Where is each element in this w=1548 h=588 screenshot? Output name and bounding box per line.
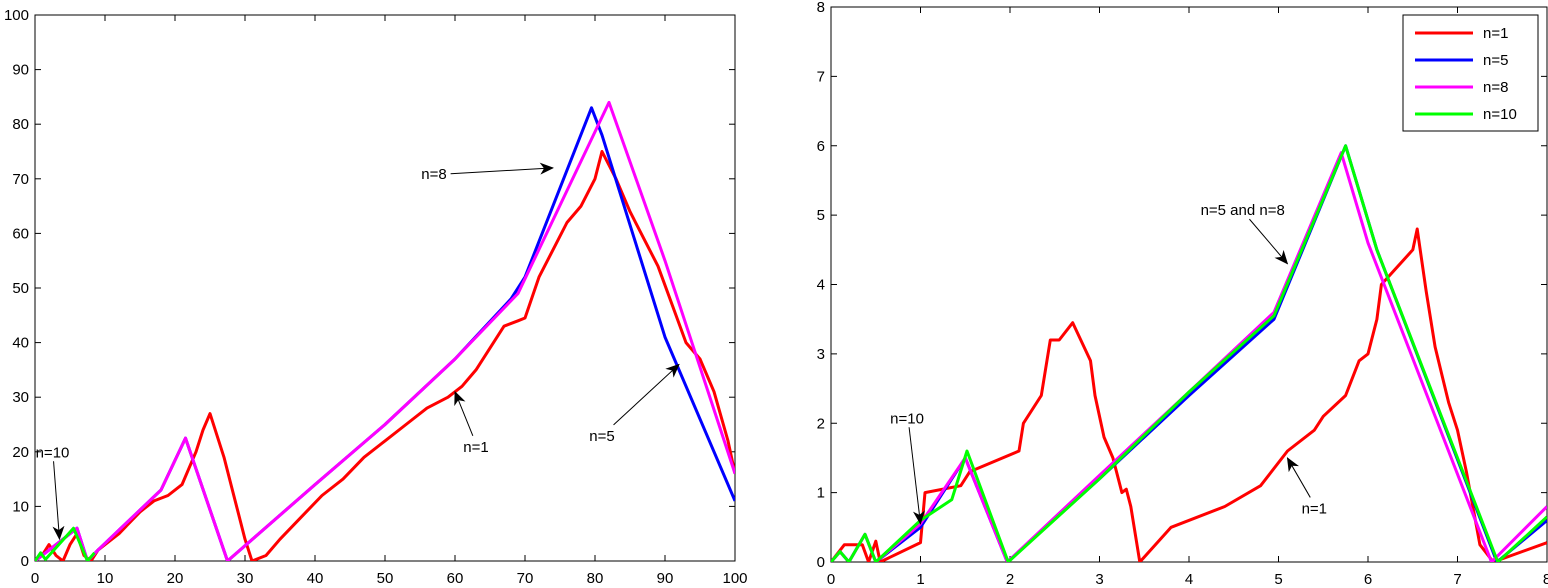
annotation-label: n=5 and n=8 xyxy=(1201,202,1285,219)
legend-item-label: n=1 xyxy=(1483,25,1508,42)
right-y-tick-label: 8 xyxy=(817,0,825,16)
left-axes-box xyxy=(34,14,736,562)
series-n-10 xyxy=(831,144,1547,562)
left-y-tick-label: 70 xyxy=(12,171,29,188)
series-n-10 xyxy=(35,526,96,561)
left-y-tick-label: 20 xyxy=(12,444,29,461)
right-y-tick-label: 4 xyxy=(817,277,825,294)
left-x-tick-label: 80 xyxy=(587,570,604,587)
right-y-tick-label: 6 xyxy=(817,138,825,155)
left-x-tick-label: 90 xyxy=(657,570,674,587)
right-y-tick-label: 1 xyxy=(817,485,825,502)
series-n-8 xyxy=(35,100,735,561)
left-y-tick-label: 90 xyxy=(12,62,29,79)
right-y-tick-label: 2 xyxy=(817,415,825,432)
left-y-tick-label: 60 xyxy=(12,225,29,242)
right-x-tick-label: 5 xyxy=(1274,571,1282,588)
series-n-1 xyxy=(35,150,735,561)
annotation-label: n=1 xyxy=(463,439,488,456)
right-x-tick-label: 8 xyxy=(1543,571,1548,588)
left-y-tick-label: 10 xyxy=(12,498,29,515)
left-x-tick-label: 40 xyxy=(307,570,324,587)
legend: n=1 n=5 n=8 n=10 xyxy=(1402,14,1539,132)
left-chart: 0 10 20 30 40 50 60 70 80 90 100 0 10 20 30 40 50 60 70 80 9… xyxy=(4,7,748,587)
annotation-arrow-icon xyxy=(454,390,474,436)
left-y-tick-label: 100 xyxy=(4,7,29,24)
right-x-tick-label: 0 xyxy=(827,571,835,588)
legend-item-label: n=10 xyxy=(1483,106,1517,123)
left-y-tick-label: 30 xyxy=(12,389,29,406)
right-y-tick-label: 7 xyxy=(817,68,825,85)
left-x-tick-label: 0 xyxy=(31,570,39,587)
left-x-tick-label: 100 xyxy=(722,570,747,587)
annotation-arrow-icon xyxy=(1249,218,1289,265)
right-x-tick-label: 6 xyxy=(1364,571,1372,588)
left-x-tick-label: 60 xyxy=(447,570,464,587)
legend-item-label: n=8 xyxy=(1483,79,1508,96)
annotation-arrow-icon xyxy=(613,363,680,426)
annotation-arrow-icon xyxy=(450,162,554,175)
annotation-label: n=10 xyxy=(890,410,924,427)
series-n-5 xyxy=(35,106,735,561)
legend-item-label: n=5 xyxy=(1483,52,1508,69)
annotation-label: n=5 xyxy=(589,428,614,445)
annotation-label: n=8 xyxy=(421,166,446,183)
left-x-tick-label: 10 xyxy=(97,570,114,587)
left-x-tick-label: 50 xyxy=(377,570,394,587)
right-y-tick-label: 3 xyxy=(817,346,825,363)
annotation-label: n=1 xyxy=(1302,500,1327,517)
right-x-tick-label: 7 xyxy=(1453,571,1461,588)
left-x-tick-label: 20 xyxy=(167,570,184,587)
left-y-tick-label: 50 xyxy=(12,280,29,297)
left-y-tick-label: 0 xyxy=(21,553,29,570)
right-y-tick-label: 0 xyxy=(817,554,825,571)
annotation-arrow-icon xyxy=(52,461,65,541)
right-x-tick-label: 1 xyxy=(916,571,924,588)
left-x-tick-label: 30 xyxy=(237,570,254,587)
left-x-tick-label: 70 xyxy=(517,570,534,587)
right-chart: 0 1 2 3 4 5 6 7 8 0 1 2 3 4 5 6 7 8 n=10 n=5 and n=8 n=1 xyxy=(817,0,1548,588)
annotation-label: n=10 xyxy=(36,444,70,461)
left-y-tick-label: 40 xyxy=(12,335,29,352)
annotation-arrow-icon xyxy=(908,427,925,525)
annotation-arrow-icon xyxy=(1286,457,1311,498)
right-x-tick-label: 3 xyxy=(1095,571,1103,588)
right-x-tick-label: 4 xyxy=(1185,571,1193,588)
right-x-tick-label: 2 xyxy=(1006,571,1014,588)
left-y-tick-label: 80 xyxy=(12,116,29,133)
right-y-tick-label: 5 xyxy=(817,207,825,224)
